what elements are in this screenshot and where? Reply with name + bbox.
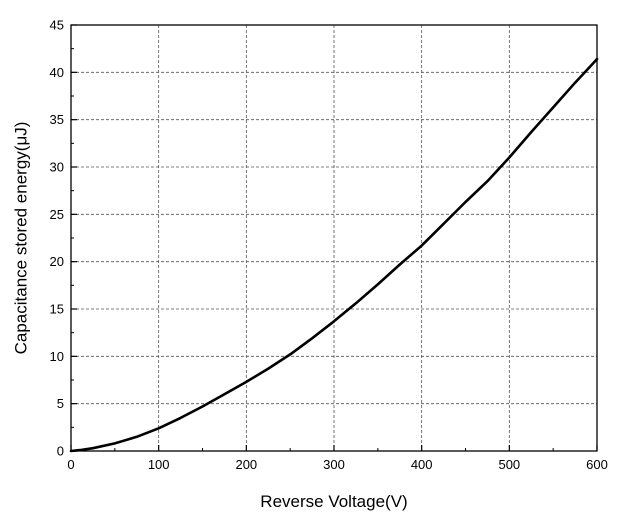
series-line bbox=[69, 57, 599, 453]
tick-labels: 0 100 200 300 400 500 600 0 5 10 15 20 25 30 35 40 45 bbox=[50, 18, 608, 473]
x-tick-label: 0 bbox=[67, 457, 74, 472]
y-tick-label: 40 bbox=[50, 65, 64, 80]
y-tick-label: 0 bbox=[57, 444, 64, 459]
grid bbox=[71, 25, 597, 451]
y-tick-label: 30 bbox=[50, 160, 64, 175]
x-tick-label: 400 bbox=[411, 457, 433, 472]
y-tick-label: 15 bbox=[50, 302, 64, 317]
y-tick-label: 35 bbox=[50, 112, 64, 127]
y-tick-label: 5 bbox=[57, 396, 64, 411]
x-tick-label: 500 bbox=[498, 457, 520, 472]
y-axis-title: Capacitance stored energy(μJ) bbox=[11, 122, 30, 355]
series-layer bbox=[69, 57, 599, 453]
x-tick-label: 100 bbox=[148, 457, 170, 472]
x-tick-label: 600 bbox=[586, 457, 608, 472]
x-axis-title: Reverse Voltage(V) bbox=[260, 492, 407, 511]
plot-frame bbox=[70, 24, 598, 452]
y-tick-label: 20 bbox=[50, 254, 64, 269]
y-tick-label: 25 bbox=[50, 207, 64, 222]
x-tick-label: 300 bbox=[323, 457, 345, 472]
y-tick-label: 45 bbox=[50, 18, 64, 33]
y-tick-label: 10 bbox=[50, 349, 64, 364]
x-tick-label: 200 bbox=[235, 457, 257, 472]
